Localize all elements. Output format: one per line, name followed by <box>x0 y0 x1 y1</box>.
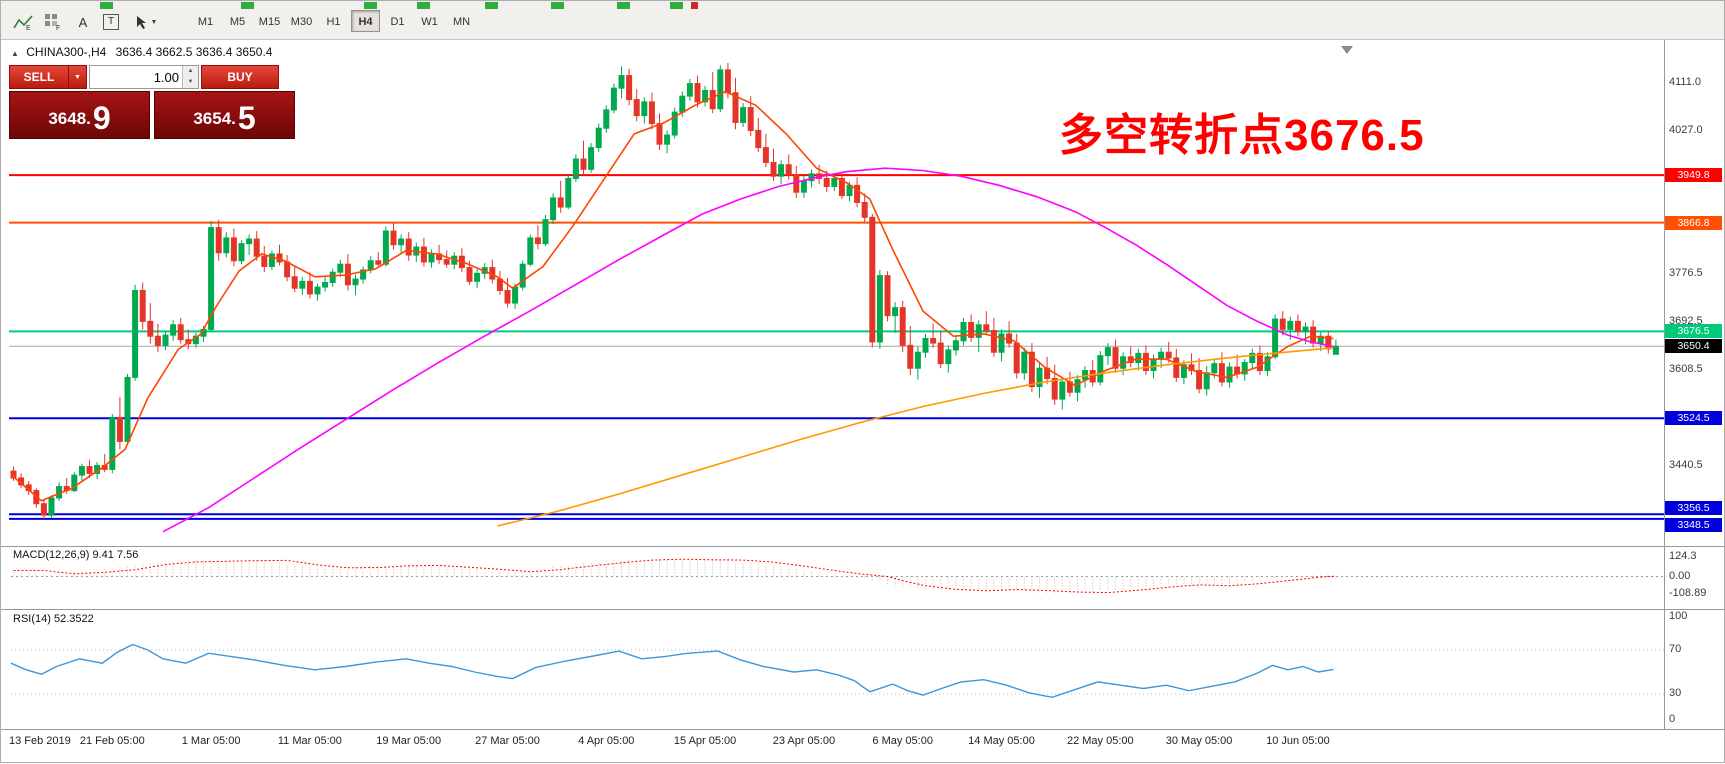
zigzag-icon: E <box>13 15 33 31</box>
sell-price-main: 3648. <box>48 109 91 128</box>
grid-icon: F <box>45 14 60 31</box>
text-label-tool[interactable]: A <box>69 9 97 35</box>
ohlc-readout: 3636.4 3662.5 3636.4 3650.4 <box>115 45 273 59</box>
timeframe-button-h1[interactable]: H1 <box>326 16 341 28</box>
tab-indicator <box>100 2 113 9</box>
chart-header: ▲ CHINA300-,H4 3636.4 3662.5 3636.4 3650… <box>11 45 272 59</box>
tab-indicator <box>417 2 430 9</box>
objects-list-icon[interactable]: F <box>39 9 67 35</box>
timeframe-button-d1[interactable]: D1 <box>390 16 405 28</box>
time-label: 22 May 05:00 <box>1066 735 1134 747</box>
rsi-timeaxis-separator <box>1 729 1725 730</box>
volume-stepper: ▲ ▼ <box>182 66 198 88</box>
stepper-up-icon[interactable]: ▲ <box>183 66 198 77</box>
sell-price-display[interactable]: 3648. 9 <box>9 91 150 139</box>
time-label: 11 Mar 05:00 <box>277 735 342 747</box>
time-label: 10 Jun 05:00 <box>1266 735 1330 747</box>
time-label: 23 Apr 05:00 <box>772 735 836 747</box>
rsi-indicator-label: RSI(14) 52.3522 <box>13 613 94 625</box>
stepper-down-icon[interactable]: ▼ <box>183 77 198 88</box>
indicators-icon[interactable]: E <box>9 9 37 35</box>
rsi-axis-label: 0 <box>1669 713 1676 725</box>
time-label: 19 Mar 05:00 <box>376 735 442 747</box>
price-tick-label: 3608.5 <box>1669 363 1703 376</box>
rsi-axis-label: 70 <box>1669 643 1682 655</box>
price-tick-label: 4027.0 <box>1669 124 1703 137</box>
tab-indicator <box>364 2 377 9</box>
time-label: 14 May 05:00 <box>968 735 1035 747</box>
text-box-tool[interactable]: T <box>97 9 125 35</box>
one-click-trading-panel: SELL ▼ ▲ ▼ BUY 3648. 9 3654. 5 <box>9 65 295 139</box>
hline-price-badge: 3676.5 <box>1665 324 1722 339</box>
sell-price-pips: 9 <box>92 100 111 136</box>
chart-macd-separator[interactable] <box>1 546 1725 547</box>
price-tick-label: 3692.5 <box>1669 315 1703 328</box>
timeframe-button-m30[interactable]: M30 <box>290 16 313 28</box>
price-tick-label: 4111.0 <box>1669 76 1702 88</box>
chart-annotation: 多空转折点3676.5 <box>1059 111 1425 160</box>
svg-text:F: F <box>56 25 60 31</box>
macd-indicator-label: MACD(12,26,9) 9.41 7.56 <box>13 549 139 561</box>
letter-a-icon: A <box>78 14 88 30</box>
volume-box: ▲ ▼ <box>89 65 199 89</box>
cursor-arrow-icon <box>136 15 146 29</box>
buy-button[interactable]: BUY <box>201 65 279 89</box>
chevron-down-icon: ▼ <box>150 18 158 26</box>
svg-text:E: E <box>26 25 31 31</box>
volume-input[interactable] <box>90 66 182 88</box>
timeframe-button-m5[interactable]: M5 <box>229 16 246 28</box>
price-tick-label: 3440.5 <box>1669 459 1703 472</box>
tab-indicator <box>485 2 498 9</box>
time-label: 15 Apr 05:00 <box>673 735 737 747</box>
hline-price-badge: 3866.8 <box>1665 215 1722 230</box>
collapse-panel-toggle[interactable]: ▲ <box>11 49 19 58</box>
tab-indicator <box>241 2 254 9</box>
time-label: 1 Mar 05:00 <box>181 735 241 747</box>
letter-t-icon: T <box>103 14 119 30</box>
symbol-title: CHINA300-,H4 <box>26 45 107 59</box>
buy-price-main: 3654. <box>193 109 236 128</box>
tab-indicator <box>691 2 698 9</box>
timeframe-button-w1[interactable]: W1 <box>421 16 438 28</box>
buy-price-display[interactable]: 3654. 5 <box>154 91 295 139</box>
tab-indicator <box>670 2 683 9</box>
tab-indicator <box>551 2 564 9</box>
timeframe-button-m15[interactable]: M15 <box>258 16 281 28</box>
timeframe-button-m1[interactable]: M1 <box>197 16 214 28</box>
macd-rsi-separator[interactable] <box>1 609 1725 610</box>
cursor-tool[interactable]: ▼ <box>127 9 165 35</box>
sell-button[interactable]: SELL <box>9 65 69 89</box>
hline-price-badge: 3949.8 <box>1665 168 1722 183</box>
hline-price-badge: 3348.5 <box>1665 517 1722 532</box>
time-label: 27 Mar 05:00 <box>475 735 540 747</box>
time-label: 4 Apr 05:00 <box>578 735 635 747</box>
tab-indicator <box>617 2 630 9</box>
macd-axis-label: 124.3 <box>1669 549 1697 562</box>
time-label: 13 Feb 2019 <box>9 735 71 747</box>
macd-axis-label: -108.89 <box>1669 586 1707 599</box>
sell-dropdown-icon[interactable]: ▼ <box>69 65 87 89</box>
current-price-badge: 3650.4 <box>1665 339 1722 354</box>
buy-price-pips: 5 <box>237 100 256 136</box>
hline-price-badge: 3524.5 <box>1665 411 1722 426</box>
rsi-axis-label: 100 <box>1669 610 1688 622</box>
rsi-axis-label: 30 <box>1669 687 1682 699</box>
price-axis-border <box>1664 39 1665 729</box>
macd-axis-label: 0.00 <box>1669 569 1691 582</box>
price-tick-label: 3776.5 <box>1669 267 1703 280</box>
main-toolbar: E F A T ▼ M1 M5 M15 M30 H1 H4 D1 W1 MN <box>1 1 1724 40</box>
timeframe-button-mn[interactable]: MN <box>452 16 471 28</box>
hline-price-badge: 3356.5 <box>1665 501 1722 516</box>
time-label: 6 May 05:00 <box>872 735 933 747</box>
time-label: 30 May 05:00 <box>1165 735 1233 747</box>
time-label: 21 Feb 05:00 <box>79 735 145 747</box>
timeframe-button-h4[interactable]: H4 <box>351 10 380 32</box>
